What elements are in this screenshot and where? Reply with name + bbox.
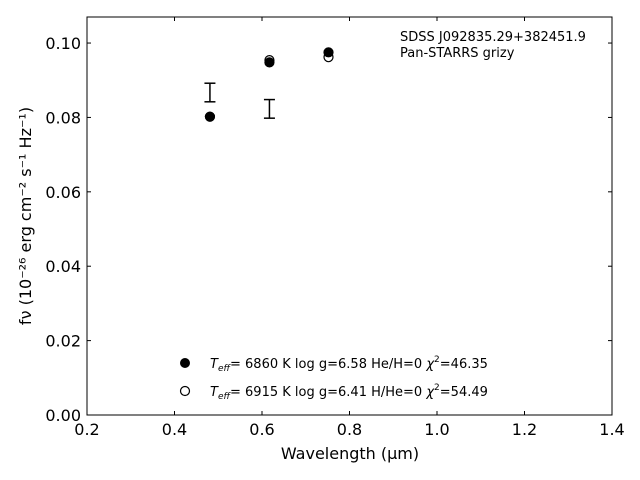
data-points xyxy=(204,47,334,122)
plot-frame xyxy=(86,16,613,416)
model-point-open xyxy=(264,55,275,66)
model-point-filled xyxy=(264,57,275,68)
legend: Teff= 6860 K log g=6.58 He/H=0 χ2=46.35 … xyxy=(179,355,488,402)
x-tick-label: 0.8 xyxy=(337,420,362,439)
observed-errorbar xyxy=(204,82,216,103)
model-point-open xyxy=(204,111,216,122)
axis-ticks: 0.2 0.4 0.6 0.8 1.0 1.2 1.4 0.00 0.02 0.04 0.06 0.0… xyxy=(45,17,625,439)
x-tick-label: 1.0 xyxy=(424,420,449,439)
y-tick-label: 0.10 xyxy=(45,34,81,53)
y-tick-label: 0.08 xyxy=(45,108,81,127)
x-tick-label: 1.2 xyxy=(512,420,537,439)
y-tick-label: 0.02 xyxy=(45,332,81,351)
y-axis-label: fν (10⁻²⁶ erg cm⁻² s⁻¹ Hz⁻¹) xyxy=(16,107,35,325)
x-tick-label: 0.2 xyxy=(74,420,99,439)
x-axis-label: Wavelength (μm) xyxy=(281,444,419,463)
x-tick-label: 1.4 xyxy=(599,420,624,439)
legend-entry-2: Teff= 6915 K log g=6.41 H/He=0 χ2=54.49 xyxy=(210,383,488,402)
observed-errorbar xyxy=(263,98,275,119)
legend-marker-open xyxy=(179,385,191,397)
legend-entry-1: Teff= 6860 K log g=6.58 He/H=0 χ2=46.35 xyxy=(210,355,488,374)
x-tick-label: 0.4 xyxy=(162,420,187,439)
x-tick-label: 0.6 xyxy=(249,420,274,439)
survey-annotation: Pan-STARRS grizy xyxy=(400,46,515,61)
y-tick-label: 0.04 xyxy=(45,257,81,276)
y-tick-label: 0.00 xyxy=(45,406,81,425)
model-point-open xyxy=(323,52,334,63)
y-tick-label: 0.06 xyxy=(45,183,81,202)
object-name-annotation: SDSS J092835.29+382451.9 xyxy=(400,30,586,45)
legend-marker-filled xyxy=(180,358,190,368)
